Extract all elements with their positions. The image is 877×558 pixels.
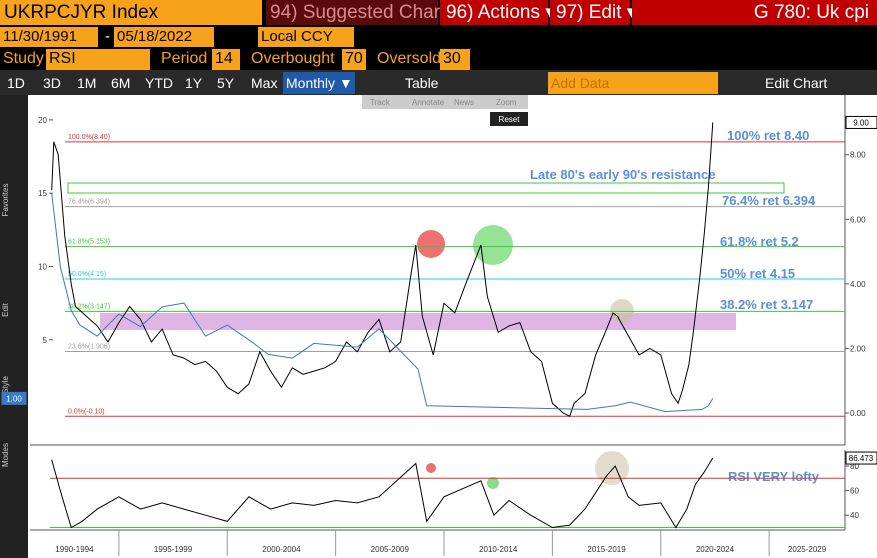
oversold[interactable]: 30 — [440, 49, 470, 70]
last-value-box — [845, 451, 877, 465]
peak-highlight — [473, 225, 513, 265]
y2-tick-label: 2.00 — [850, 344, 866, 353]
currency[interactable]: Local CCY — [258, 27, 354, 47]
toolbar — [0, 70, 877, 95]
last-value-label: 86.473 — [849, 454, 874, 463]
range-tab[interactable]: YTD — [145, 75, 173, 91]
tool-button[interactable]: News — [454, 98, 474, 107]
side-label: Edit — [1, 302, 10, 317]
x-tick-label: 2020-2024 — [696, 545, 735, 554]
study-name[interactable]: RSI — [46, 49, 150, 70]
last-value-label: 9.00 — [853, 118, 869, 127]
y-tick-label: 15 — [38, 189, 47, 198]
range-tab[interactable]: 6M — [111, 75, 131, 91]
x-tick-label: 2000-2004 — [262, 545, 301, 554]
tool-button[interactable]: Annotate — [412, 98, 445, 107]
y-tick-label: 5 — [43, 336, 48, 345]
table-button[interactable]: Table — [405, 75, 439, 91]
range-tab[interactable]: 1M — [77, 75, 97, 91]
series-line — [51, 457, 714, 529]
last-value-box — [845, 115, 877, 129]
period-label: Period — [161, 50, 208, 67]
peak-highlight — [417, 230, 445, 258]
retracement-label: 38.2%(3.147) — [68, 303, 110, 310]
annotation: Late 80's early 90's resistance — [530, 167, 715, 182]
side-toolbar — [0, 95, 28, 558]
resistance-zone — [67, 182, 785, 194]
last-value-label: 1.00 — [6, 394, 22, 403]
tool-button[interactable]: Track — [370, 98, 391, 107]
x-tick-label: 1990-1994 — [55, 545, 94, 554]
range-tab[interactable]: 1Y — [185, 75, 203, 91]
y2-tick-label: 0.00 — [850, 409, 866, 418]
rsi-highlight — [487, 477, 499, 489]
retracement-label: 100.0%(8.40) — [68, 134, 110, 141]
range-tab[interactable]: Max — [251, 75, 278, 91]
series-line — [51, 122, 714, 418]
y-tick-label: 20 — [38, 116, 47, 125]
overbought[interactable]: 70 — [342, 49, 366, 70]
chart: Reset 100% ret 8.40 Late 80's early 90's… — [0, 95, 877, 558]
y2-tick-label: 8.00 — [850, 151, 866, 160]
annotation: 38.2% ret 3.147 — [720, 297, 813, 312]
tool-strip — [362, 95, 528, 109]
date-separator: - — [105, 28, 110, 45]
x-tick-label: 2015-2019 — [587, 545, 626, 554]
x-tick-label: 1995-1999 — [154, 545, 193, 554]
support-zone — [100, 313, 736, 330]
x-tick-label: 2025-2029 — [788, 545, 827, 554]
edit-chart[interactable]: Edit Chart — [765, 75, 828, 91]
y2-tick-label: 4.00 — [850, 280, 866, 289]
actions-menu[interactable]: 96) Actions ▾ — [440, 0, 555, 25]
retracement-label: 23.6%(1.906) — [68, 343, 110, 350]
oversold-label: Oversold — [377, 50, 442, 67]
end-date[interactable]: 05/18/2022 — [114, 27, 214, 47]
add-data[interactable]: Add Data — [548, 72, 718, 94]
y2-tick-label: 6.00 — [850, 215, 866, 224]
rsi-highlight — [426, 463, 436, 473]
annotation: RSI VERY lofty — [728, 469, 820, 484]
screen-name: G 780: Uk cpi — [632, 0, 877, 25]
tool-button[interactable]: Zoom — [496, 98, 517, 107]
study-label: Study — [3, 50, 44, 67]
range-tab[interactable]: 3D — [43, 75, 61, 91]
last-value-box — [1, 391, 27, 405]
retracement-label: 76.4%(6.394) — [68, 199, 110, 206]
annotation: 76.4% ret 6.394 — [722, 193, 816, 208]
ticker[interactable]: UKRPCJYR Index — [0, 0, 262, 25]
annotation: 61.8% ret 5.2 — [720, 234, 799, 249]
overbought-label: Overbought — [251, 50, 335, 67]
retracement-label: 50.0%(4.15) — [68, 271, 106, 278]
retracement-label: 0.0%(-0.10) — [68, 408, 105, 415]
x-tick-label: 2010-2014 — [479, 545, 518, 554]
y2-tick-label: 80 — [850, 462, 859, 471]
y2-tick-label: 40 — [850, 511, 859, 520]
y-tick-label: 10 — [38, 262, 47, 271]
reset-button[interactable] — [490, 112, 528, 126]
x-tick-label: 2005-2009 — [371, 545, 410, 554]
range-tab[interactable]: 5Y — [217, 75, 235, 91]
y2-tick-label: 60 — [850, 487, 859, 496]
side-label: Modes — [1, 443, 10, 467]
start-date[interactable]: 11/30/1991 — [0, 27, 98, 47]
annotation: 100% ret 8.40 — [727, 128, 809, 143]
range-tab[interactable]: 1D — [7, 75, 25, 91]
frequency[interactable]: Monthly ▼ — [283, 72, 355, 94]
period[interactable]: 14 — [212, 49, 240, 70]
side-label: Style — [1, 376, 10, 394]
annotation: 50% ret 4.15 — [720, 266, 795, 281]
series-line — [51, 193, 714, 413]
side-label: Favorites — [1, 184, 10, 217]
suggested-charts[interactable]: 94) Suggested Charts — [266, 0, 455, 25]
rsi-highlight — [595, 451, 629, 485]
reset-label[interactable]: Reset — [499, 115, 521, 124]
retracement-label: 61.8%(5.153) — [68, 239, 110, 246]
edit-menu[interactable]: 97) Edit ▾ — [550, 0, 636, 25]
